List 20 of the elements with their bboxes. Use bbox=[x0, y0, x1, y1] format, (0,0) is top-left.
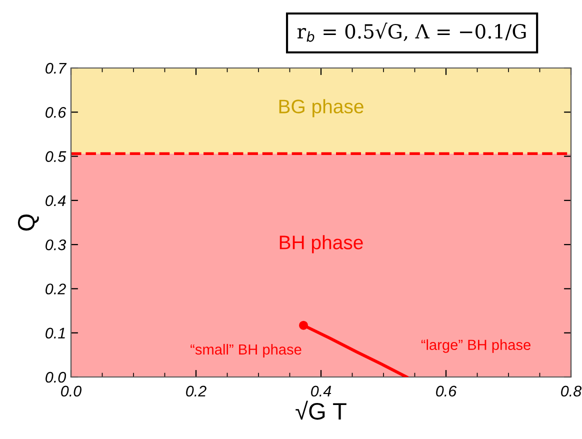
x-tick-label: 0.4 bbox=[311, 386, 332, 397]
annotation: BG phase bbox=[279, 99, 364, 118]
y-axis-title: Q bbox=[18, 214, 39, 231]
y-tick-label: 0.4 bbox=[46, 195, 66, 206]
y-tick-label: 0.2 bbox=[46, 284, 66, 294]
y-tick-label: 0.1 bbox=[46, 328, 65, 339]
annotation: “large” BH phase bbox=[421, 339, 530, 353]
x-tick-label: 0.8 bbox=[561, 386, 582, 397]
y-tick-label: 0.3 bbox=[46, 239, 66, 250]
annotation: BH phase bbox=[280, 235, 363, 254]
x-tick-label: 0.6 bbox=[436, 386, 457, 397]
x-axis-title: √G T bbox=[296, 400, 346, 420]
y-tick-label: 0.0 bbox=[46, 372, 66, 383]
y-tick-label: 0.5 bbox=[46, 151, 66, 162]
chart-title: r$_{b}$ = 0.5√G, Λ = −0.1/G bbox=[297, 22, 526, 42]
y-tick-label: 0.7 bbox=[46, 62, 67, 74]
x-tick-label: 0.0 bbox=[61, 386, 82, 397]
annotation: “small” BH phase bbox=[190, 344, 302, 358]
y-tick-label: 0.6 bbox=[46, 107, 66, 118]
x-tick-label: 0.2 bbox=[186, 386, 206, 397]
